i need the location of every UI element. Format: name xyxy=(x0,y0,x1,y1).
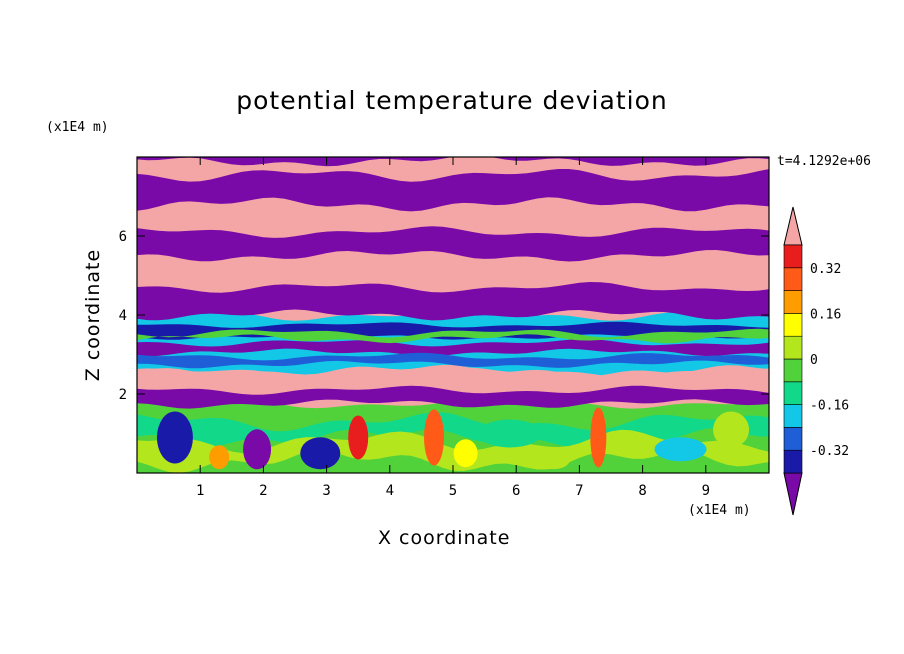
colorbar-label: 0.16 xyxy=(810,307,841,322)
turbulent-patch xyxy=(713,411,750,448)
colorbar-label: 0 xyxy=(810,353,818,368)
colorbar-label: -0.32 xyxy=(810,444,849,459)
heatmap-field xyxy=(137,157,769,473)
layer-band xyxy=(137,412,769,447)
time-label: t=4.1292e+06 xyxy=(777,154,871,169)
layer-band xyxy=(137,429,769,473)
turbulent-patch xyxy=(348,415,369,460)
colorbar-swatch xyxy=(783,267,803,291)
chart-title: potential temperature deviation xyxy=(236,86,668,115)
layer-band xyxy=(137,282,769,321)
turbulent-patch xyxy=(538,449,571,470)
turbulent-patch xyxy=(156,411,193,464)
colorbar-extend-top xyxy=(783,206,803,246)
turbulent-patch xyxy=(424,409,445,466)
colorbar-extend-bottom xyxy=(783,472,803,516)
y-tick-label: 4 xyxy=(119,308,127,324)
x-tick-label: 9 xyxy=(702,483,710,499)
turbulent-patch xyxy=(300,437,341,470)
y-tick-label: 6 xyxy=(119,229,127,245)
x-axis-label: X coordinate xyxy=(378,527,511,549)
x-axis-ticks: 1 2 3 4 5 6 7 8 9 xyxy=(196,157,710,499)
colorbar-swatch xyxy=(783,335,803,360)
turbulent-patch xyxy=(453,439,478,468)
colorbar-label: 0.32 xyxy=(810,262,841,277)
x-tick-label: 7 xyxy=(575,483,583,499)
colorbar-swatch xyxy=(783,290,803,314)
colorbar-label: -0.16 xyxy=(810,399,849,414)
layer-band xyxy=(137,157,769,167)
turbulent-patch xyxy=(590,407,607,468)
layer-band xyxy=(137,328,769,344)
colorbar-swatch xyxy=(783,427,803,451)
colorbar-swatch xyxy=(783,358,803,383)
y-tick-label: 2 xyxy=(119,387,127,403)
y-axis-ticks: 2 4 6 xyxy=(119,229,769,403)
layer-band xyxy=(137,226,769,262)
layer-band xyxy=(137,339,769,357)
turbulent-patch xyxy=(654,437,707,462)
colorbar-swatch xyxy=(783,449,803,474)
y-axis-unit: (x1E4 m) xyxy=(46,120,109,135)
turbulent-patch xyxy=(477,419,542,448)
x-tick-label: 6 xyxy=(512,483,520,499)
x-tick-label: 5 xyxy=(449,483,457,499)
layer-band xyxy=(137,385,769,409)
x-tick-label: 8 xyxy=(638,483,646,499)
layer-band xyxy=(137,352,769,369)
colorbar-swatch xyxy=(783,404,803,428)
x-tick-label: 2 xyxy=(259,483,267,499)
x-tick-label: 4 xyxy=(386,483,394,499)
x-tick-label: 1 xyxy=(196,483,204,499)
colorbar-swatch xyxy=(783,244,803,269)
turbulent-patch xyxy=(209,445,230,470)
layer-band xyxy=(137,169,769,212)
turbulent-patch xyxy=(243,429,272,470)
colorbar-swatch xyxy=(783,381,803,405)
colorbar: 0.32 0.16 0 -0.16 -0.32 xyxy=(783,206,849,516)
x-axis-unit: (x1E4 m) xyxy=(688,503,751,518)
colorbar-swatch xyxy=(783,313,803,337)
x-tick-label: 3 xyxy=(322,483,330,499)
layer-band xyxy=(137,367,769,393)
